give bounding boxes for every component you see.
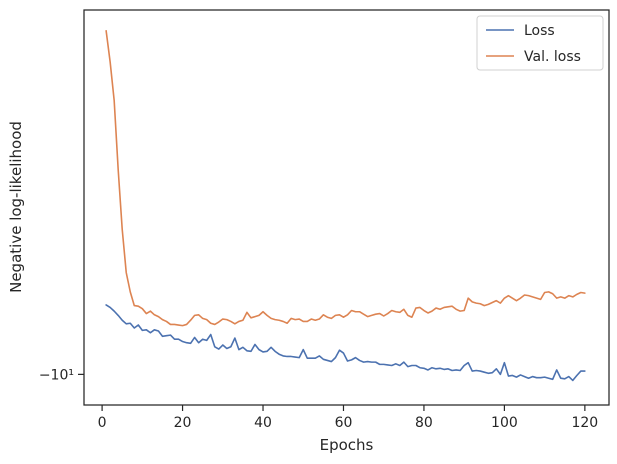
y-axis-ticks: −10¹ <box>39 367 84 383</box>
y-tick-label: −10¹ <box>39 367 74 383</box>
legend-label-val-loss: Val. loss <box>524 49 581 65</box>
series-line-loss <box>105 304 586 382</box>
x-tick-label: 40 <box>254 415 272 431</box>
plot-area <box>84 10 609 405</box>
series-line-val-loss <box>105 29 586 327</box>
x-tick-label: 20 <box>174 415 192 431</box>
plot-frame <box>83 9 610 406</box>
x-tick-label: 60 <box>335 415 353 431</box>
y-axis-title: Negative log-likelihood <box>7 121 25 293</box>
legend-label-loss: Loss <box>524 23 555 39</box>
x-axis-title: Epochs <box>320 436 374 454</box>
x-tick-label: 100 <box>491 415 518 431</box>
x-axis-ticks: 0 20 40 60 80 100 120 <box>98 405 598 431</box>
x-tick-label: 80 <box>415 415 433 431</box>
legend: Loss Val. loss <box>476 15 604 71</box>
series-layer <box>105 29 586 382</box>
x-tick-label: 0 <box>98 415 107 431</box>
x-tick-label: 120 <box>571 415 598 431</box>
